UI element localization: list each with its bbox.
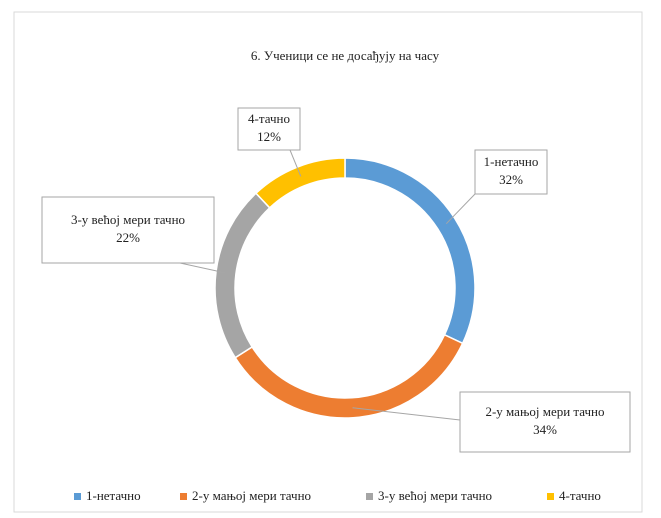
donut-segment bbox=[254, 157, 346, 209]
data-label-category: 4-тачно bbox=[248, 111, 290, 126]
leader-line bbox=[179, 262, 227, 274]
leader-line bbox=[289, 149, 302, 177]
legend-label: 1-нетачно bbox=[86, 488, 141, 503]
legend-marker bbox=[366, 493, 373, 500]
legend-label: 4-тачно bbox=[559, 488, 601, 503]
legend-label: 2-у мањој мери тачно bbox=[192, 488, 311, 503]
legend-marker bbox=[74, 493, 81, 500]
legend-marker bbox=[547, 493, 554, 500]
legend-marker bbox=[180, 493, 187, 500]
data-label-value: 34% bbox=[533, 422, 557, 437]
data-label-category: 1-нетачно bbox=[484, 154, 539, 169]
data-label-category: 2-у мањој мери тачно bbox=[485, 404, 604, 419]
data-label-value: 12% bbox=[257, 129, 281, 144]
leader-line bbox=[445, 193, 476, 225]
label-box bbox=[459, 391, 631, 453]
data-label-value: 22% bbox=[116, 230, 140, 245]
label-box bbox=[474, 149, 548, 195]
data-label-value: 32% bbox=[499, 172, 523, 187]
chart-title: 6. Ученици се не досађују на часу bbox=[251, 48, 440, 63]
data-label-category: 3-у већој мери тачно bbox=[71, 212, 185, 227]
label-box bbox=[237, 107, 301, 151]
leader-line bbox=[352, 407, 461, 421]
legend-label: 3-у већој мери тачно bbox=[378, 488, 492, 503]
label-box bbox=[41, 196, 215, 264]
